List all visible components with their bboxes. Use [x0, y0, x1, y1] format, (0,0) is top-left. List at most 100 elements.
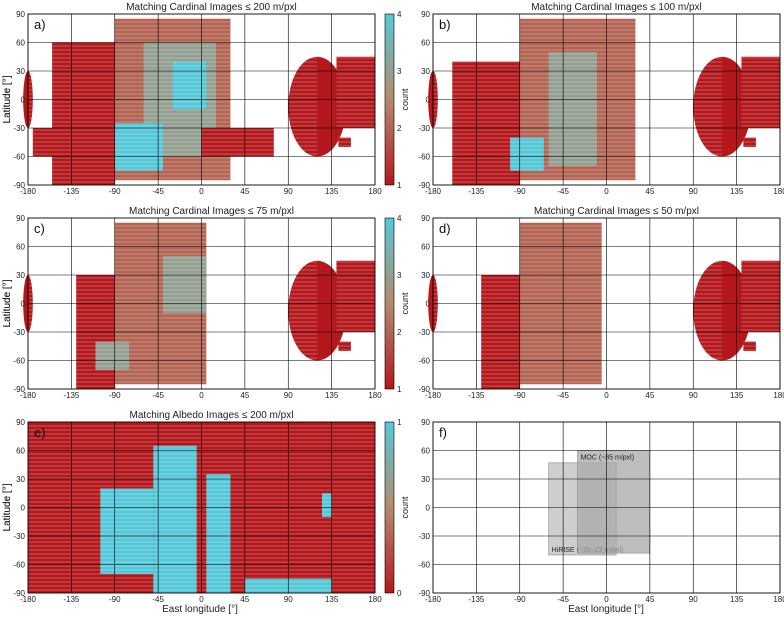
- x-axis-label-f: East longitude [°]: [568, 604, 644, 615]
- coverage-texture-c-7: [338, 341, 351, 351]
- y-tick-f-4: -30: [418, 532, 430, 541]
- x-tick-f-2: -90: [514, 595, 526, 604]
- x-tick-a-0: -180: [20, 187, 37, 196]
- footprint-rect-1: [577, 450, 651, 554]
- x-tick-c-3: -45: [152, 391, 164, 400]
- x-tick-d-0: -180: [425, 391, 442, 400]
- y-tick-a-1: 60: [16, 39, 25, 48]
- coverage-texture-a-1: [52, 42, 115, 185]
- x-tick-d-3: -45: [557, 391, 569, 400]
- x-tick-c-2: -90: [109, 391, 121, 400]
- coverage-texture-e-5: [321, 493, 332, 517]
- x-tick-b-5: 45: [645, 187, 654, 196]
- x-tick-b-4: 0: [604, 187, 609, 196]
- x-tick-d-5: 45: [645, 391, 654, 400]
- y-tick-d-3: 0: [426, 300, 431, 309]
- panel-f: HiRISE (~20–23 m/pxl)MOC (~85 m/pxl)-180…: [2, 418, 784, 604]
- x-tick-e-0: -180: [20, 595, 37, 604]
- y-tick-d-1: 60: [421, 243, 430, 252]
- colorbar-tick-a-0: 1: [397, 181, 402, 190]
- y-tick-b-0: 90: [421, 10, 430, 19]
- x-tick-b-6: 90: [689, 187, 698, 196]
- panel-title-e: Matching Albedo Images ≤ 200 m/pxl: [130, 410, 294, 421]
- coverage-texture-a-6: [32, 128, 115, 157]
- y-tick-a-2: 30: [16, 67, 25, 76]
- x-tick-f-8: 180: [773, 595, 784, 604]
- panel-title-d: Matching Cardinal Images ≤ 50 m/pxl: [534, 206, 699, 217]
- y-axis-label-d: Latitude [°]: [2, 279, 13, 327]
- x-tick-d-2: -90: [514, 391, 526, 400]
- x-axis-label: East longitude [°]: [162, 604, 238, 615]
- x-tick-b-3: -45: [557, 187, 569, 196]
- x-tick-e-1: -135: [63, 595, 80, 604]
- x-tick-f-3: -45: [557, 595, 569, 604]
- panel-a: -180 -135 -90 -45 0 45 90 135 180 90 60 30 0 -30 -60 -9…: [2, 2, 410, 196]
- coverage-texture-d-3: [539, 246, 597, 351]
- x-tick-a-3: -45: [152, 187, 164, 196]
- panel-label-c: c): [34, 221, 45, 236]
- plot-frame-f: [432, 421, 781, 594]
- panel-b: -180-135-90-45045901351809060300-30-60-9…: [2, 2, 784, 196]
- x-tick-b-2: -90: [514, 187, 526, 196]
- y-tick-f-1: 60: [421, 447, 430, 456]
- x-tick-d-4: 0: [604, 391, 609, 400]
- coverage-texture-c-6: [336, 260, 375, 332]
- x-tick-c-0: -180: [20, 391, 37, 400]
- colorbar-tick-e-0: 0: [397, 589, 402, 598]
- y-tick-e-2: 30: [16, 475, 25, 484]
- colorbar-tick-c-3: 4: [397, 214, 402, 223]
- x-tick-e-6: 90: [284, 595, 293, 604]
- x-tick-d-6: 90: [689, 391, 698, 400]
- panel-label-d: d): [439, 221, 451, 236]
- coverage-texture-a-4: [172, 61, 207, 109]
- y-tick-a-3: 0: [21, 96, 26, 105]
- x-tick-d-7: 135: [730, 391, 744, 400]
- y-tick-e-6: -90: [13, 589, 25, 598]
- y-tick-e-5: -60: [13, 561, 25, 570]
- x-tick-a-7: 135: [325, 187, 339, 196]
- x-tick-a-6: 90: [284, 187, 293, 196]
- y-tick-b-1: 60: [421, 39, 430, 48]
- x-tick-f-1: -135: [468, 595, 485, 604]
- coverage-texture-d-6: [743, 341, 756, 351]
- y-tick-d-4: -30: [418, 328, 430, 337]
- x-tick-f-5: 45: [645, 595, 654, 604]
- coverage-texture-a-10: [338, 137, 351, 147]
- coverage-texture-b-1: [452, 61, 520, 185]
- colorbar-tick-a-2: 3: [397, 67, 402, 76]
- y-axis-label-c: Latitude [°]: [2, 279, 13, 327]
- x-tick-b-7: 135: [730, 187, 744, 196]
- plot-frame-d: [432, 217, 781, 390]
- x-tick-c-1: -135: [63, 391, 80, 400]
- x-tick-e-5: 45: [240, 595, 249, 604]
- coverage-texture-d-5: [741, 260, 780, 332]
- coverage-texture-b-4: [510, 137, 544, 171]
- coverage-texture-b-5: [693, 56, 723, 157]
- y-tick-c-5: -60: [13, 357, 25, 366]
- y-tick-f-6: -90: [418, 589, 430, 598]
- colorbar-tick-a-1: 2: [397, 124, 402, 133]
- y-tick-c-1: 60: [16, 243, 25, 252]
- y-axis-label-f: Latitude [°]: [2, 483, 13, 531]
- x-tick-c-6: 90: [284, 391, 293, 400]
- x-tick-c-7: 135: [325, 391, 339, 400]
- x-tick-a-8: 180: [368, 187, 382, 196]
- y-tick-f-2: 30: [421, 475, 430, 484]
- y-axis-label-a: Latitude [°]: [2, 75, 13, 123]
- y-tick-c-3: 0: [21, 300, 26, 309]
- coverage-texture-e-1: [100, 488, 154, 574]
- coverage-texture-c-5: [288, 260, 318, 361]
- coverage-texture-a-8: [288, 56, 318, 157]
- coverage-texture-e-3: [206, 474, 231, 593]
- colorbar-c: [384, 217, 395, 390]
- coverage-texture-b-7: [743, 137, 756, 147]
- y-tick-b-5: -60: [418, 153, 430, 162]
- y-axis-label-e: Latitude [°]: [2, 483, 13, 531]
- x-tick-c-8: 180: [368, 391, 382, 400]
- y-tick-b-3: 0: [426, 96, 431, 105]
- colorbar-e: [384, 421, 395, 594]
- coverage-texture-b-3: [548, 52, 597, 166]
- colorbar-tick-c-2: 3: [397, 271, 402, 280]
- colorbar-tick-c-0: 1: [397, 385, 402, 394]
